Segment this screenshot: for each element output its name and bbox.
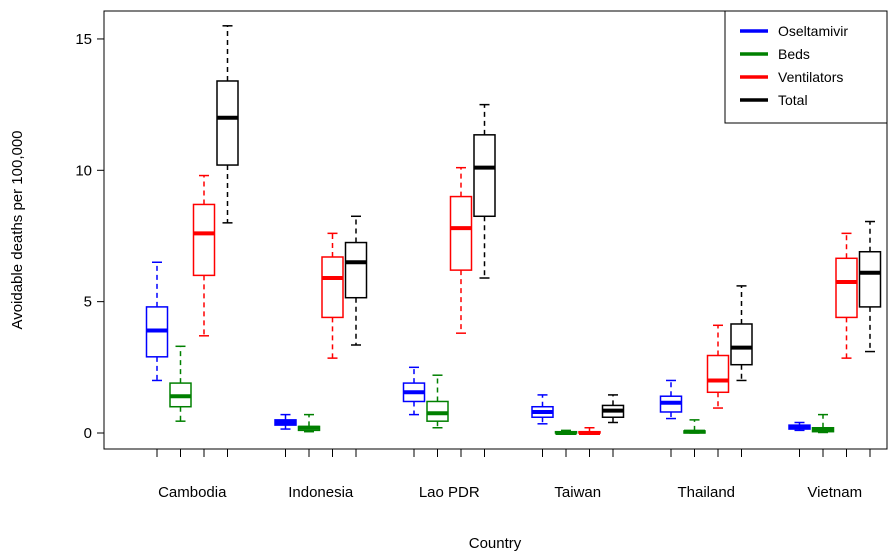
box-total-lao-pdr [473,103,496,279]
iqr-box [706,354,730,394]
box-oseltamivir-thailand [659,379,683,420]
box-ventilators-lao-pdr [449,166,473,334]
iqr-box [192,203,216,277]
y-tick-label: 15 [75,31,92,48]
box-oseltamivir-cambodia [145,261,169,382]
box-beds-cambodia [169,345,192,422]
box-beds-thailand [683,419,706,434]
box-series-group [145,25,882,435]
box-beds-lao-pdr [426,374,449,429]
box-total-vietnam [858,220,882,353]
box-oseltamivir-lao-pdr [402,366,426,416]
y-tick-label: 5 [84,294,92,311]
iqr-box [835,257,858,319]
box-ventilators-cambodia [192,174,216,337]
y-tick-label: 0 [84,425,92,442]
legend-label-ventilators: Ventilators [778,69,843,85]
x-tick-label: Vietnam [807,484,862,501]
x-tick-label: Thailand [677,484,735,501]
box-ventilators-thailand [706,324,730,409]
box-beds-vietnam [811,413,835,434]
legend: Oseltamivir Beds Ventilators Total [724,10,888,124]
iqr-box [858,250,882,308]
box-ventilators-vietnam [835,232,858,359]
x-tick-label: Taiwan [554,484,601,501]
legend-label-beds: Beds [778,46,810,62]
y-tick-label: 10 [75,162,92,179]
box-oseltamivir-taiwan [531,394,554,425]
box-total-cambodia [216,25,239,224]
x-tick-label: Indonesia [288,484,354,501]
box-ventilators-taiwan [578,426,601,435]
box-ventilators-indonesia [321,232,344,359]
legend-label-total: Total [778,92,808,108]
iqr-box [730,323,753,366]
box-total-taiwan [601,394,625,424]
x-tick-label: Cambodia [158,484,227,501]
y-axis-label: Avoidable deaths per 100,000 [9,130,26,329]
y-axis: 0 5 10 15 [75,31,105,442]
box-oseltamivir-vietnam [788,421,811,432]
box-total-indonesia [344,215,368,346]
iqr-box [473,134,496,218]
iqr-box [321,256,344,319]
iqr-box [449,195,473,271]
legend-items: Oseltamivir Beds Ventilators Total [740,23,848,108]
box-beds-indonesia [297,413,321,433]
x-axis-label: Country [469,535,522,552]
legend-label-oseltamivir: Oseltamivir [778,23,848,39]
box-oseltamivir-indonesia [274,413,297,430]
box-beds-taiwan [554,429,578,435]
x-axis: Cambodia Indonesia Lao PDR Taiwan Thailand Vi… [156,448,871,501]
x-tick-label: Lao PDR [419,484,480,501]
iqr-box [216,80,239,166]
box-total-thailand [730,285,753,382]
iqr-box [344,241,368,299]
